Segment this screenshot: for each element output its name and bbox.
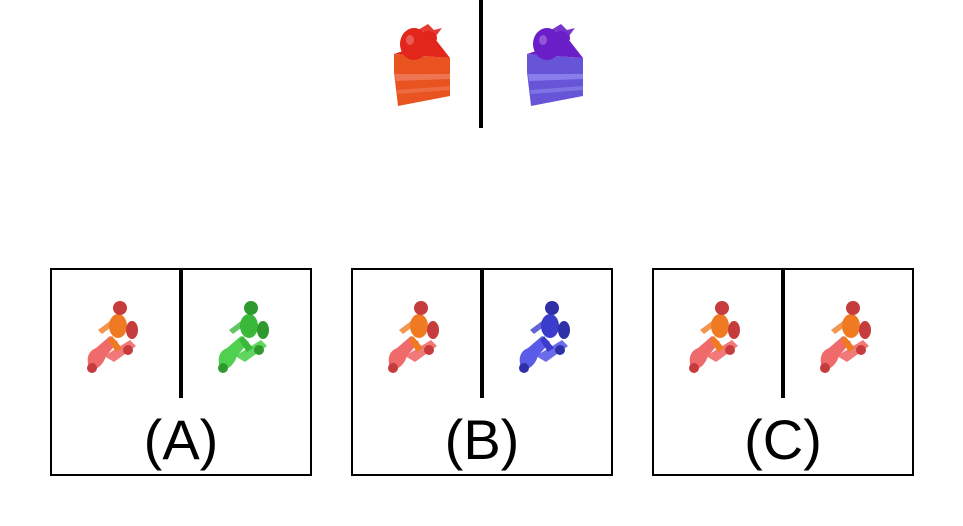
scooter-rider-icon (87, 301, 138, 373)
option-b-box[interactable]: (B) (351, 268, 613, 476)
option-b-divider (480, 270, 484, 398)
scooter-rider-icon (519, 301, 570, 373)
scooter-rider-icon (689, 301, 740, 373)
option-b-label: (B) (444, 408, 520, 471)
prompt-divider (479, 0, 483, 128)
scooter-rider-icon (388, 301, 439, 373)
strawberry-cake-icon (394, 24, 450, 106)
option-c-divider (781, 270, 785, 398)
scooter-rider-icon (218, 301, 269, 373)
option-c-label: (C) (744, 408, 822, 471)
option-a-box[interactable]: (A) (50, 268, 312, 476)
option-a-divider (179, 270, 183, 398)
scooter-rider-icon (820, 301, 871, 373)
option-c-box[interactable]: (C) (652, 268, 914, 476)
option-a-label: (A) (143, 408, 219, 471)
strawberry-cake-icon (527, 24, 583, 106)
